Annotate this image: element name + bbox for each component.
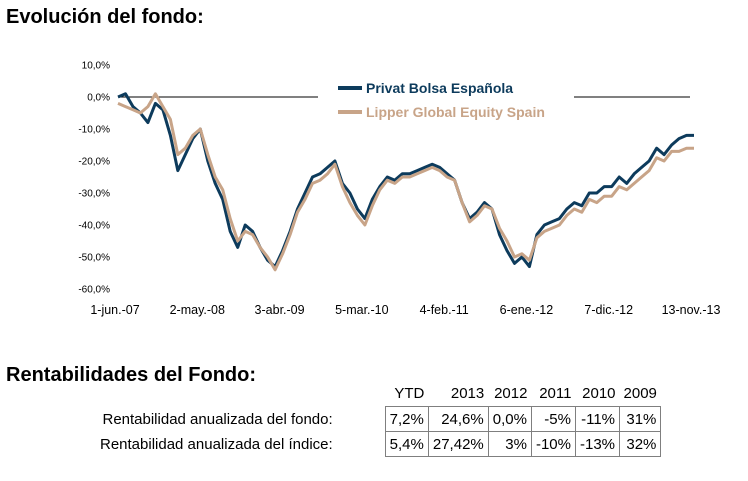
y-tick-label: -30,0% — [78, 189, 110, 200]
col-header: 2009 — [623, 385, 657, 402]
row-label: Rentabilidad anualizada del fondo: — [102, 410, 333, 428]
x-axis: 1-jun.-07 2-may.-08 3-abr.-09 5-mar.-10 4-fe… — [90, 303, 720, 317]
table-cell: 7,2% — [384, 406, 429, 432]
table-cell: 32% — [619, 431, 662, 457]
x-tick-label: 3-abr.-09 — [255, 303, 305, 317]
table-cell: -10% — [530, 431, 576, 457]
series-line-privat — [117, 92, 694, 269]
header-label-spacer — [96, 382, 385, 407]
legend-label-privat: Privat Bolsa Española — [366, 80, 513, 96]
y-tick-label: -50,0% — [78, 253, 110, 264]
table-cell: 3% — [487, 431, 532, 457]
table-cell: -11% — [574, 406, 621, 432]
series-line-lipper — [117, 92, 694, 272]
table-row: Rentabilidad anualizada del índice: 5,4%… — [96, 431, 662, 457]
y-axis: 10,0% 0,0% -10,0% -20,0% -30,0% -40,0% -50,0% -… — [78, 61, 110, 296]
x-tick-label: 6-ene.-12 — [500, 303, 554, 317]
legend: Privat Bolsa Española Lipper Global Equi… — [318, 74, 574, 132]
table-cell: 27,42% — [427, 431, 489, 457]
x-tick-label: 2-may.-08 — [170, 303, 225, 317]
col-header: 2013 — [450, 385, 485, 402]
table-cell: 24,6% — [427, 406, 489, 432]
x-tick-label: 7-dic.-12 — [584, 303, 633, 317]
x-tick-label: 5-mar.-10 — [335, 303, 389, 317]
row-label: Rentabilidad anualizada del índice: — [100, 435, 333, 453]
y-tick-label: -40,0% — [78, 221, 110, 232]
line-chart: 10,0% 0,0% -10,0% -20,0% -30,0% -40,0% -50,0% -… — [78, 61, 720, 318]
table-row: Rentabilidad anualizada del fondo: 7,2% … — [96, 406, 662, 432]
legend-box — [318, 74, 574, 132]
series-group — [117, 92, 694, 272]
x-tick-label: 1-jun.-07 — [90, 303, 139, 317]
y-tick-label: 10,0% — [82, 61, 110, 72]
y-tick-label: -60,0% — [78, 285, 110, 296]
y-tick-label: -20,0% — [78, 157, 110, 168]
col-header: 2011 — [539, 385, 572, 402]
col-header: 2010 — [582, 385, 616, 402]
col-header: YTD — [394, 385, 425, 402]
table-header-row: YTD 2013 2012 2011 2010 2009 — [96, 382, 661, 407]
chart-heading: Evolución del fondo: — [6, 6, 204, 28]
table-cell: 0,0% — [487, 406, 532, 432]
table-cell: 5,4% — [384, 431, 429, 457]
table-cell: -5% — [530, 406, 576, 432]
table-cell: -13% — [574, 431, 621, 457]
x-tick-label: 13-nov.-13 — [662, 303, 721, 317]
y-tick-label: -10,0% — [78, 125, 110, 136]
table-cell: 31% — [619, 406, 662, 432]
legend-label-lipper: Lipper Global Equity Spain — [366, 104, 545, 120]
table-heading: Rentabilidades del Fondo: — [6, 364, 257, 386]
returns-table: YTD 2013 2012 2011 2010 2009 Rentabilida… — [96, 382, 662, 457]
col-header: 2012 — [494, 385, 528, 402]
y-tick-label: 0,0% — [87, 93, 110, 104]
x-tick-label: 4-feb.-11 — [420, 303, 469, 317]
